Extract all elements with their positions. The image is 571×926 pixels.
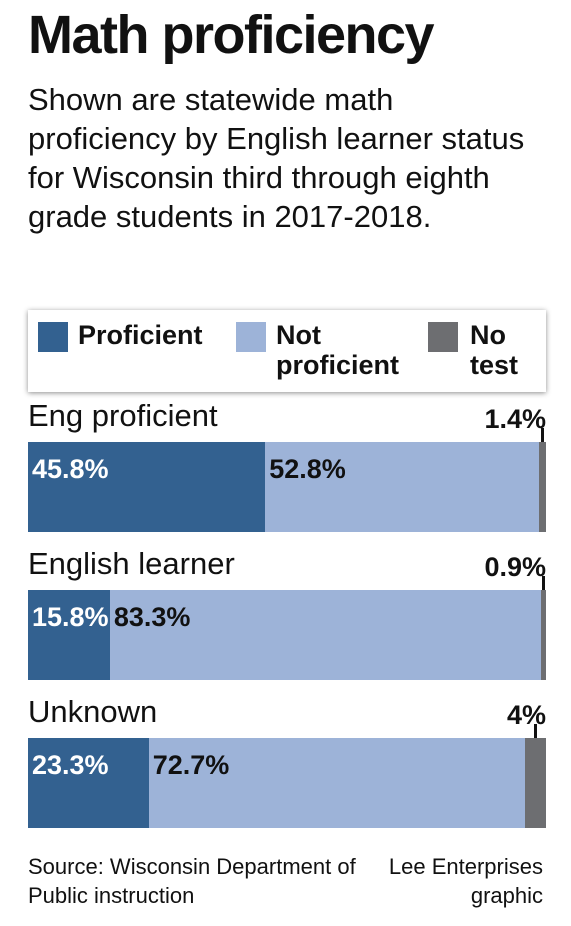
data-label-not-proficient-english-learner: 83.3% <box>113 602 191 632</box>
bar-segment-not-proficient-english-learner <box>109 590 542 680</box>
bar-segment-no-test-english-learner <box>541 590 546 680</box>
data-label-not-proficient-eng-proficient: 52.8% <box>269 454 346 484</box>
bar-segment-proficient-unknown <box>28 738 149 828</box>
data-label-no-test-unknown: 4% <box>506 700 546 730</box>
legend-swatch-not-proficient <box>236 322 266 352</box>
bar-segment-no-test-unknown <box>525 738 546 828</box>
leader-tick-no-test-english-learner <box>542 576 546 590</box>
data-label-proficient-unknown: 23.3% <box>32 750 109 780</box>
bar-segment-not-proficient-eng-proficient <box>265 442 539 532</box>
chart-title: Math proficiency <box>28 5 435 65</box>
bar-segment-not-proficient-unknown <box>148 738 526 828</box>
data-label-proficient-english-learner: 15.8% <box>32 602 109 632</box>
chart-subtitle: Shown are statewide math proficiency by … <box>28 82 525 234</box>
source-note: Source: Wisconsin Department of Public i… <box>28 854 356 908</box>
category-label-unknown: Unknown <box>28 694 158 729</box>
leader-tick-no-test-eng-proficient <box>540 428 544 442</box>
category-label-english-learner: English learner <box>28 546 235 581</box>
bar-segment-no-test-eng-proficient <box>538 442 546 532</box>
data-label-no-test-eng-proficient: 1.4% <box>484 404 546 434</box>
data-label-not-proficient-unknown: 72.7% <box>152 750 230 780</box>
data-label-no-test-english-learner: 0.9% <box>484 552 546 582</box>
bar-eng-proficient: 45.8% 52.8% <box>28 442 546 532</box>
data-label-proficient-eng-proficient: 45.8% <box>32 454 109 484</box>
legend-label-proficient: Proficient <box>78 320 203 350</box>
legend-swatch-proficient <box>38 322 68 352</box>
bar-segment-proficient-eng-proficient <box>28 442 266 532</box>
legend-label-not-proficient: Not proficient <box>276 320 400 380</box>
graphic-credit: Lee Enterprises graphic <box>388 854 543 908</box>
legend: Proficient Not proficient No test <box>28 310 546 392</box>
legend-label-no-test: No test <box>470 320 519 380</box>
leader-tick-no-test-unknown <box>534 724 538 738</box>
bar-segment-proficient-english-learner <box>28 590 110 680</box>
bar-unknown: 23.3% 72.7% <box>28 738 546 828</box>
legend-swatch-no-test <box>428 322 458 352</box>
bar-english-learner: 15.8% 83.3% <box>28 590 546 680</box>
category-label-eng-proficient: Eng proficient <box>28 398 218 433</box>
